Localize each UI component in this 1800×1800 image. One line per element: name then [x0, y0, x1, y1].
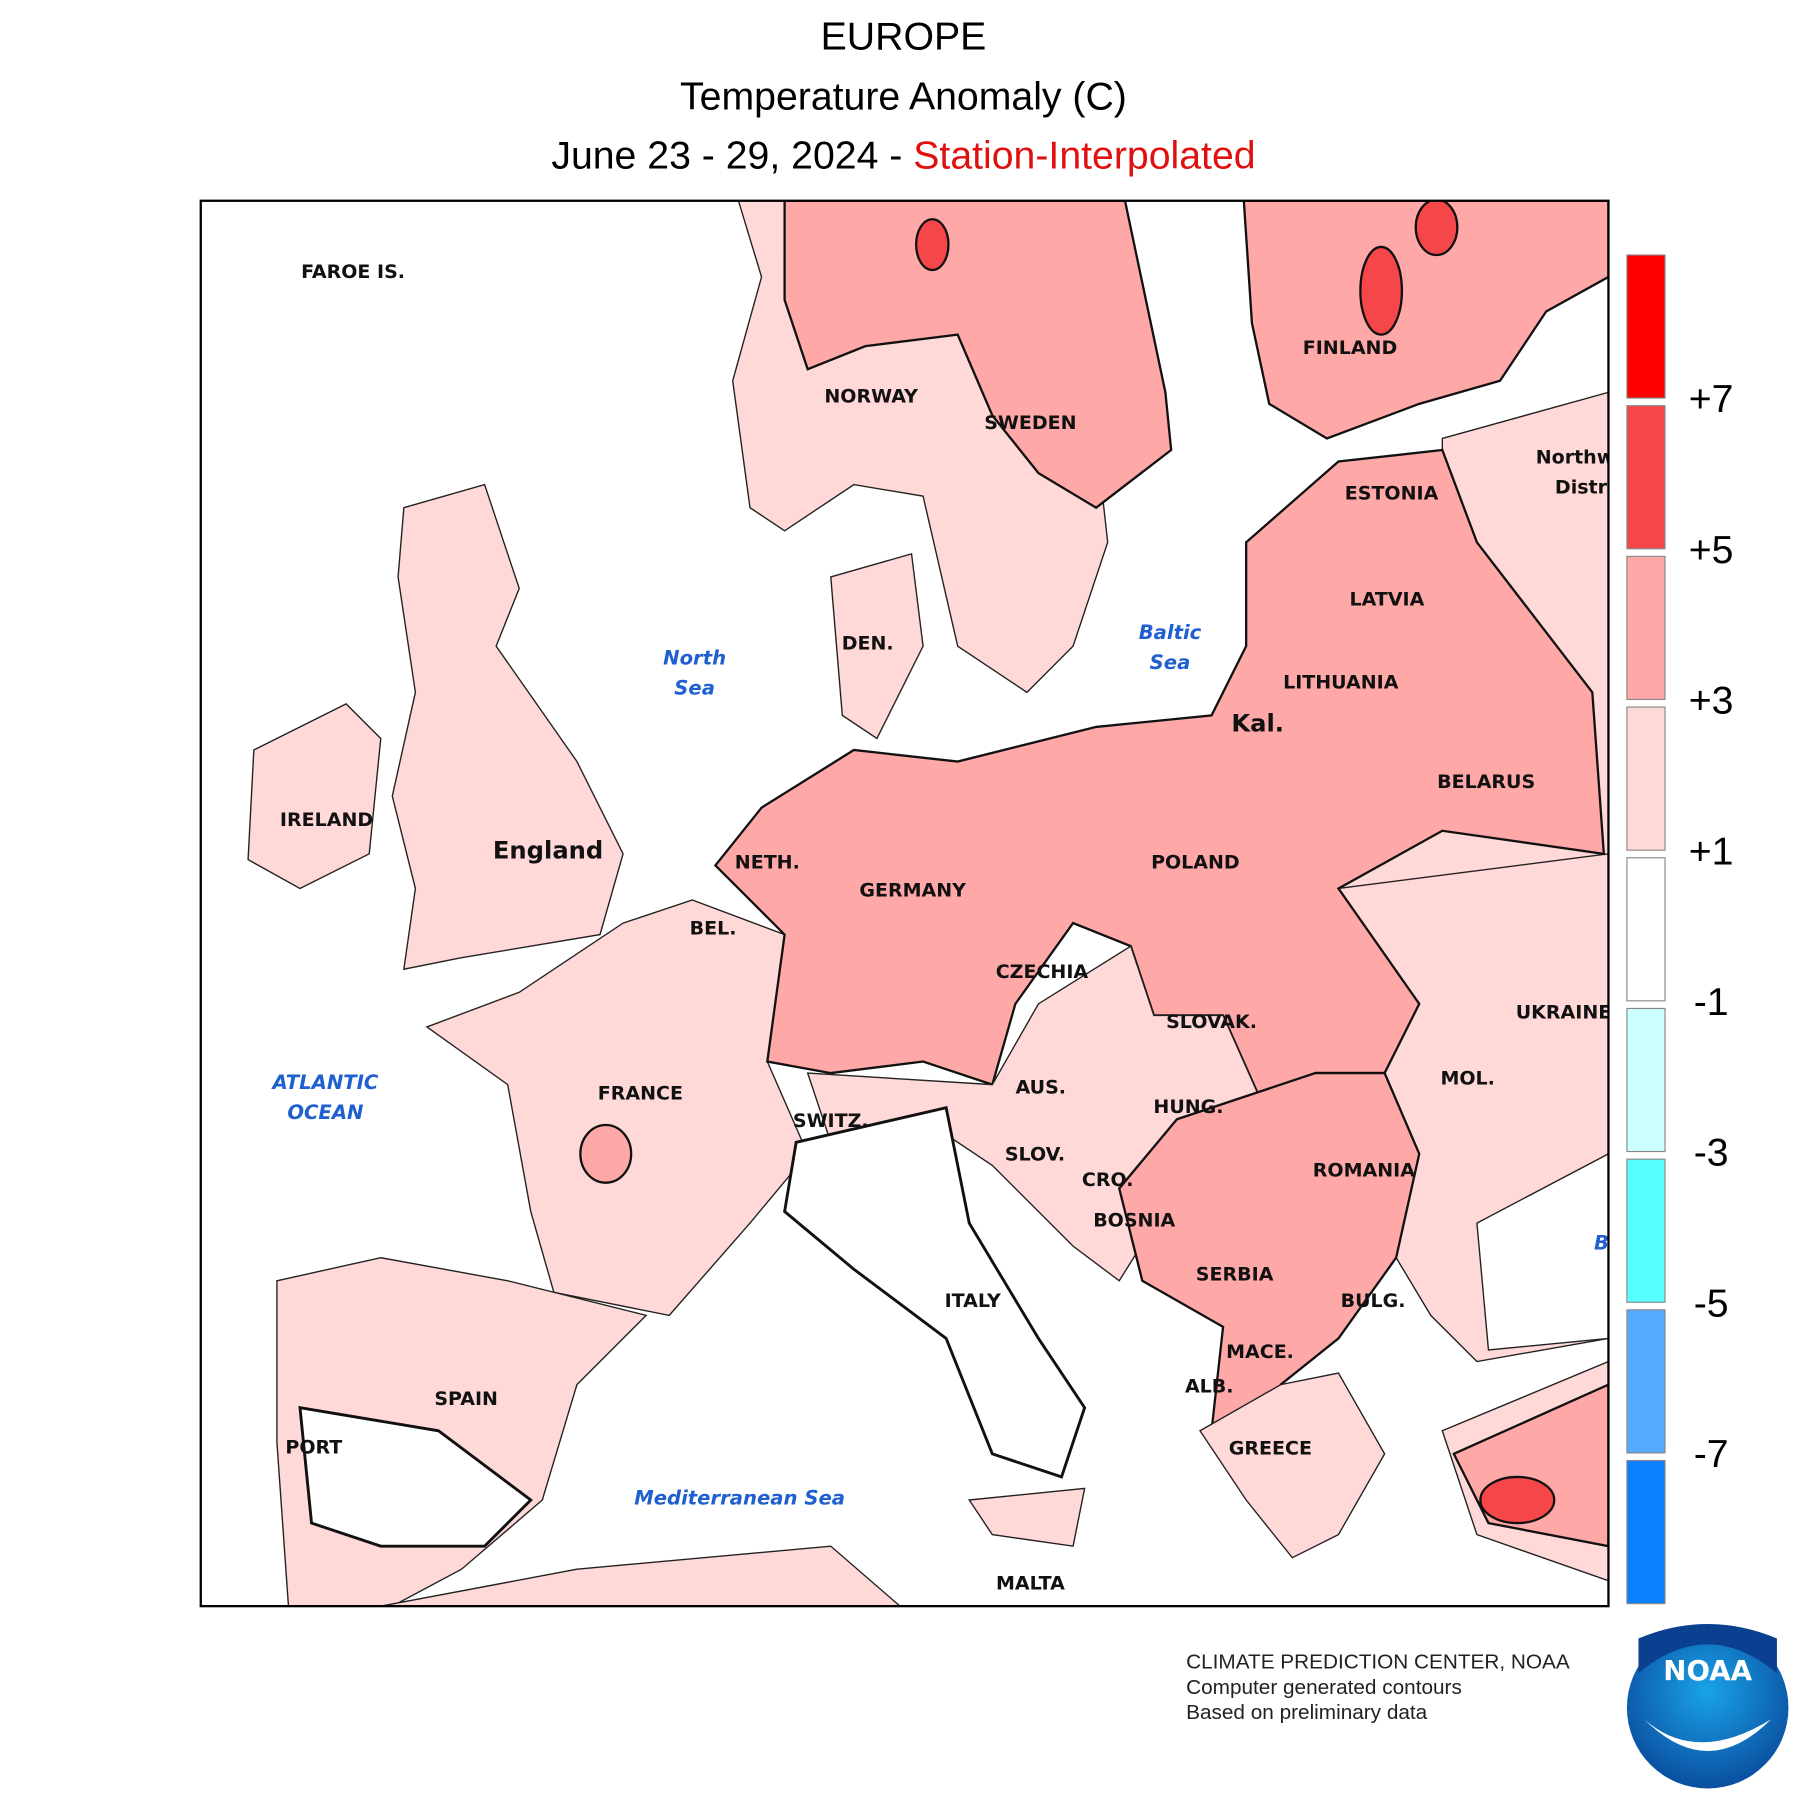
legend: +7 +5 +3 +1 -1 -3 -5 -7 — [1626, 254, 1734, 1605]
country-label: SLOV. — [1005, 1144, 1065, 1166]
legend-swatch — [1626, 1309, 1666, 1454]
date: June 23 - 29, 2024 - — [551, 133, 913, 177]
country-label: FAROE IS. — [301, 261, 405, 283]
country-label: MALTA — [996, 1573, 1065, 1595]
legend-swatch — [1626, 1459, 1666, 1605]
region — [391, 483, 624, 971]
country-label: BOSNIA — [1093, 1209, 1175, 1231]
country-label: BELARUS — [1437, 771, 1535, 793]
region — [247, 703, 382, 890]
region — [783, 1105, 1087, 1479]
country-label: ITALY — [945, 1290, 1001, 1312]
source-type: Station-Interpolated — [913, 133, 1255, 177]
country-label: UKRAINE — [1516, 1002, 1612, 1024]
region — [713, 448, 1606, 1122]
country-label: FRANCE — [598, 1082, 683, 1104]
water-label: ATLANTIC — [270, 1071, 378, 1094]
water-label: Sea — [674, 676, 715, 699]
country-label: LATVIA — [1350, 589, 1425, 611]
region — [579, 1123, 633, 1184]
country-label: SPAIN — [434, 1388, 498, 1410]
legend-swatch — [1626, 555, 1666, 701]
country-label: NORWAY — [824, 385, 918, 407]
legend-swatch — [1626, 254, 1666, 399]
region — [783, 200, 1173, 510]
water-label: Baltic — [1139, 621, 1202, 644]
water-label: North — [663, 646, 726, 669]
country-label: MOL. — [1440, 1067, 1494, 1089]
country-label: POLAND — [1151, 852, 1240, 874]
country-label: CRO. — [1082, 1169, 1134, 1191]
title: EUROPE — [821, 15, 987, 59]
region — [1359, 245, 1404, 336]
region — [968, 1487, 1086, 1547]
country-label: MACE. — [1226, 1341, 1294, 1363]
legend-swatch — [1626, 706, 1666, 851]
date-line: June 23 - 29, 2024 - Station-Interpolate… — [551, 133, 1255, 177]
legend-label: -7 — [1694, 1432, 1729, 1476]
water-label: Sea — [1150, 651, 1191, 674]
country-label: SERBIA — [1196, 1264, 1274, 1286]
country-label: FINLAND — [1303, 337, 1398, 359]
country-label: SWITZ. — [793, 1110, 869, 1132]
region — [1199, 1372, 1386, 1559]
legend-swatch — [1626, 857, 1666, 1002]
map: FAROE IS. NORWAY SWEDEN FINLAND ESTONIA LATVI… — [200, 200, 1615, 1607]
region — [298, 1405, 533, 1548]
region — [915, 218, 950, 272]
region — [380, 1545, 902, 1607]
legend-label: -5 — [1694, 1281, 1729, 1325]
subtitle: Temperature Anomaly (C) — [680, 75, 1127, 119]
logo-arc — [1638, 1624, 1777, 1674]
country-label: England — [493, 837, 603, 865]
water-label: OCEAN — [287, 1101, 363, 1124]
region — [830, 552, 924, 740]
country-label: LITHUANIA — [1283, 672, 1399, 694]
country-label: ESTONIA — [1345, 482, 1439, 504]
legend-label: -3 — [1694, 1131, 1729, 1175]
legend-label: +3 — [1689, 679, 1734, 723]
country-label: HUNG. — [1153, 1096, 1223, 1118]
footer-line: Based on preliminary data — [1186, 1701, 1428, 1724]
legend-label: +5 — [1689, 528, 1734, 572]
country-label: PORT — [285, 1437, 342, 1459]
water-label: B — [1594, 1231, 1609, 1254]
country-label: SWEDEN — [984, 412, 1076, 434]
region — [1414, 200, 1459, 257]
country-label: CZECHIA — [996, 961, 1089, 983]
footer-line: Computer generated contours — [1186, 1676, 1462, 1699]
country-label: ROMANIA — [1313, 1160, 1415, 1182]
legend-swatch — [1626, 1158, 1666, 1303]
legend-label: +1 — [1689, 829, 1734, 873]
footer-line: CLIMATE PREDICTION CENTER, NOAA — [1186, 1650, 1570, 1673]
country-label: Distri — [1555, 477, 1614, 499]
legend-swatch — [1626, 1007, 1666, 1153]
logo — [1626, 1626, 1789, 1789]
country-label: Kal. — [1231, 710, 1284, 738]
region — [1479, 1475, 1556, 1525]
legend-swatch — [1626, 405, 1666, 550]
country-label: NETH. — [735, 852, 800, 874]
map-labels: FAROE IS. NORWAY SWEDEN FINLAND ESTONIA LATVI… — [270, 261, 1615, 1595]
country-label: Northw — [1536, 447, 1615, 469]
legend-label: -1 — [1694, 980, 1729, 1024]
country-label: BEL. — [690, 917, 737, 939]
water-label: Mediterranean Sea — [634, 1486, 845, 1509]
country-label: GERMANY — [859, 879, 966, 901]
map-frame — [199, 199, 1610, 1608]
logo-gull — [1644, 1719, 1772, 1751]
country-label: DEN. — [842, 632, 894, 654]
black-sea — [1476, 1153, 1609, 1351]
country-label: SLOVAK. — [1166, 1011, 1257, 1033]
logo-text: NOAA — [1663, 1654, 1752, 1687]
country-label: GREECE — [1229, 1438, 1312, 1460]
legend-label: +7 — [1689, 377, 1734, 421]
country-label: BULG. — [1341, 1290, 1406, 1312]
country-label: AUS. — [1016, 1077, 1066, 1099]
region — [1242, 200, 1609, 440]
country-label: ALB. — [1185, 1375, 1234, 1397]
country-label: IRELAND — [280, 809, 373, 831]
